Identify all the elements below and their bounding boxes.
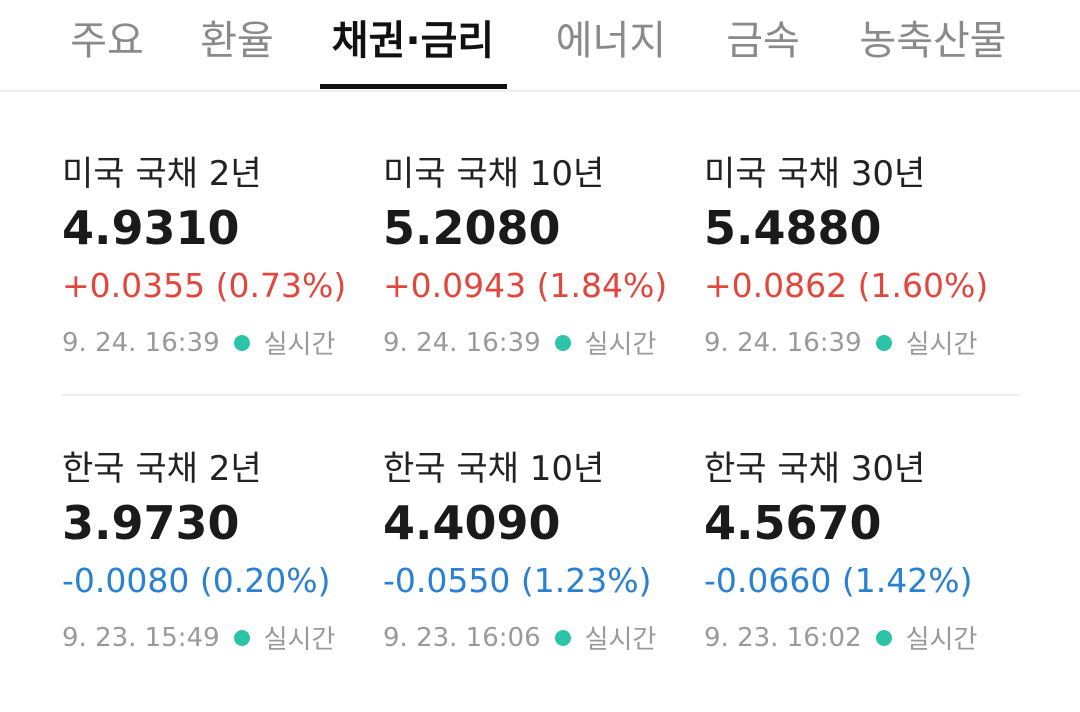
live-indicator [554, 629, 571, 646]
update-time: 9. 23. 15:49 [62, 622, 220, 653]
bond-change: -0.0080 (0.20%) [62, 561, 331, 600]
bond-change: +0.0862 (1.60%) [704, 266, 989, 305]
tab[interactable]: 환율 [200, 18, 274, 64]
live-label: 실시간 [905, 625, 978, 655]
bond-change: +0.0355 (0.73%) [62, 266, 347, 305]
bond-card[interactable]: 한국 국채 2년 3.9730 -0.0080 (0.20%) 9. 23. 15:4… [62, 441, 382, 681]
tab-bar: 주요 환율 채권·금리 에너지 금속 농축산물 [0, 0, 1080, 92]
tab[interactable]: 에너지 [555, 18, 667, 64]
tab[interactable]: 주요 [70, 18, 144, 64]
live-label: 실시간 [263, 330, 336, 360]
bond-card[interactable]: 한국 국채 10년 4.4090 -0.0550 (1.23%) 9. 23. 16:… [383, 441, 703, 681]
bond-change: -0.0550 (1.23%) [383, 561, 652, 600]
tab[interactable]: 농축산물 [859, 18, 1007, 64]
live-label: 실시간 [263, 625, 336, 655]
live-label: 실시간 [584, 330, 657, 360]
bond-meta: 9. 23. 16:06 실시간 [383, 619, 656, 656]
bond-meta: 9. 23. 15:49 실시간 [62, 619, 335, 656]
row-divider [62, 394, 1020, 396]
bond-yield: 4.4090 [383, 496, 561, 550]
update-time: 9. 23. 16:02 [704, 622, 862, 653]
bond-change: -0.0660 (1.42%) [704, 561, 973, 600]
live-label: 실시간 [584, 625, 657, 655]
bond-name: 미국 국채 2년 [62, 154, 262, 194]
bond-card[interactable]: 미국 국채 2년 4.9310 +0.0355 (0.73%) 9. 24. 16:3… [62, 146, 382, 386]
live-indicator [875, 629, 892, 646]
bond-name: 한국 국채 10년 [383, 449, 605, 489]
bond-meta: 9. 24. 16:39 실시간 [383, 324, 656, 361]
bond-card[interactable]: 미국 국채 30년 5.4880 +0.0862 (1.60%) 9. 24. 16:… [704, 146, 1024, 386]
bond-change: +0.0943 (1.84%) [383, 266, 668, 305]
live-indicator [875, 334, 892, 351]
bond-yield: 3.9730 [62, 496, 240, 550]
bond-yield: 5.4880 [704, 201, 882, 255]
tab[interactable]: 금속 [726, 18, 800, 64]
update-time: 9. 24. 16:39 [704, 327, 862, 358]
live-indicator [233, 629, 250, 646]
bond-meta: 9. 24. 16:39 실시간 [62, 324, 335, 361]
live-indicator [554, 334, 571, 351]
bond-yield: 4.9310 [62, 201, 240, 255]
tab[interactable]: 채권·금리 [331, 18, 495, 64]
live-indicator [233, 334, 250, 351]
active-tab-indicator [320, 84, 507, 89]
update-time: 9. 23. 16:06 [383, 622, 541, 653]
bond-yield: 4.5670 [704, 496, 882, 550]
bond-name: 한국 국채 2년 [62, 449, 262, 489]
bond-yield: 5.2080 [383, 201, 561, 255]
bond-card[interactable]: 미국 국채 10년 5.2080 +0.0943 (1.84%) 9. 24. 16:… [383, 146, 703, 386]
update-time: 9. 24. 16:39 [62, 327, 220, 358]
live-label: 실시간 [905, 330, 978, 360]
bond-name: 미국 국채 30년 [704, 154, 926, 194]
bond-name: 한국 국채 30년 [704, 449, 926, 489]
bond-meta: 9. 24. 16:39 실시간 [704, 324, 977, 361]
update-time: 9. 24. 16:39 [383, 327, 541, 358]
bond-meta: 9. 23. 16:02 실시간 [704, 619, 977, 656]
bond-card[interactable]: 한국 국채 30년 4.5670 -0.0660 (1.42%) 9. 23. 16:… [704, 441, 1024, 681]
bond-name: 미국 국채 10년 [383, 154, 605, 194]
